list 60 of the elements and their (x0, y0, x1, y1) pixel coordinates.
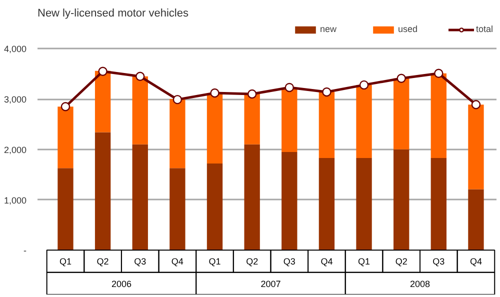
y-tick-label: 1,000 (4, 195, 27, 206)
bar (206, 93, 223, 164)
bar (244, 144, 260, 250)
bar (206, 164, 223, 250)
x-tick-label: Q2 (395, 256, 408, 266)
chart-title: New ly-licensed motor vehicles (38, 8, 189, 20)
y-tick-label: 2,000 (4, 144, 27, 155)
x-tick-label: Q4 (470, 256, 482, 266)
point (322, 87, 332, 97)
x-tick-label: Q3 (283, 256, 296, 266)
bar (132, 76, 148, 144)
text: 2008 (410, 278, 430, 289)
point (359, 80, 369, 90)
x-tick-label: Q3 (432, 256, 445, 266)
bar (170, 99, 186, 168)
bar (318, 92, 335, 158)
bar (244, 94, 260, 144)
point (60, 102, 70, 112)
x-tick-label: Q4 (320, 256, 333, 266)
bar (468, 104, 484, 190)
bar (58, 168, 74, 250)
bar (282, 152, 298, 250)
x-tick-label: Q1 (59, 256, 72, 266)
bar (468, 189, 484, 250)
bar (356, 158, 372, 250)
y-tick-label: - (24, 246, 27, 256)
bar (58, 106, 74, 168)
x-tick-label: Q2 (246, 256, 258, 266)
point (210, 88, 220, 98)
bar (282, 87, 298, 152)
bar (170, 168, 186, 250)
bar (394, 149, 410, 250)
bar (394, 78, 410, 150)
bar (356, 84, 372, 158)
point (247, 89, 257, 99)
x-tick-label: Q1 (358, 256, 370, 266)
point (396, 74, 406, 83)
point (98, 66, 108, 76)
x-tick-label: Q4 (171, 256, 184, 266)
bar (430, 158, 446, 250)
point (284, 82, 294, 92)
bar (318, 158, 335, 250)
y-tick-label: 4,000 (4, 44, 27, 54)
point (172, 94, 182, 104)
bar (430, 73, 446, 158)
x-tick-label: Q1 (208, 256, 221, 266)
x-tick-label: Q2 (96, 256, 109, 266)
legend-label: total (476, 24, 494, 34)
bar (94, 70, 111, 132)
text: 2006 (111, 278, 132, 289)
point (434, 68, 444, 78)
y-tick-label: 3,000 (4, 94, 27, 105)
bar (94, 132, 111, 250)
bar (132, 144, 148, 250)
legend-label: used (398, 24, 418, 34)
text: 2007 (260, 278, 281, 289)
legend-label: new (320, 24, 338, 34)
point (471, 100, 481, 110)
x-tick-label: Q3 (134, 256, 146, 266)
point (136, 72, 145, 81)
